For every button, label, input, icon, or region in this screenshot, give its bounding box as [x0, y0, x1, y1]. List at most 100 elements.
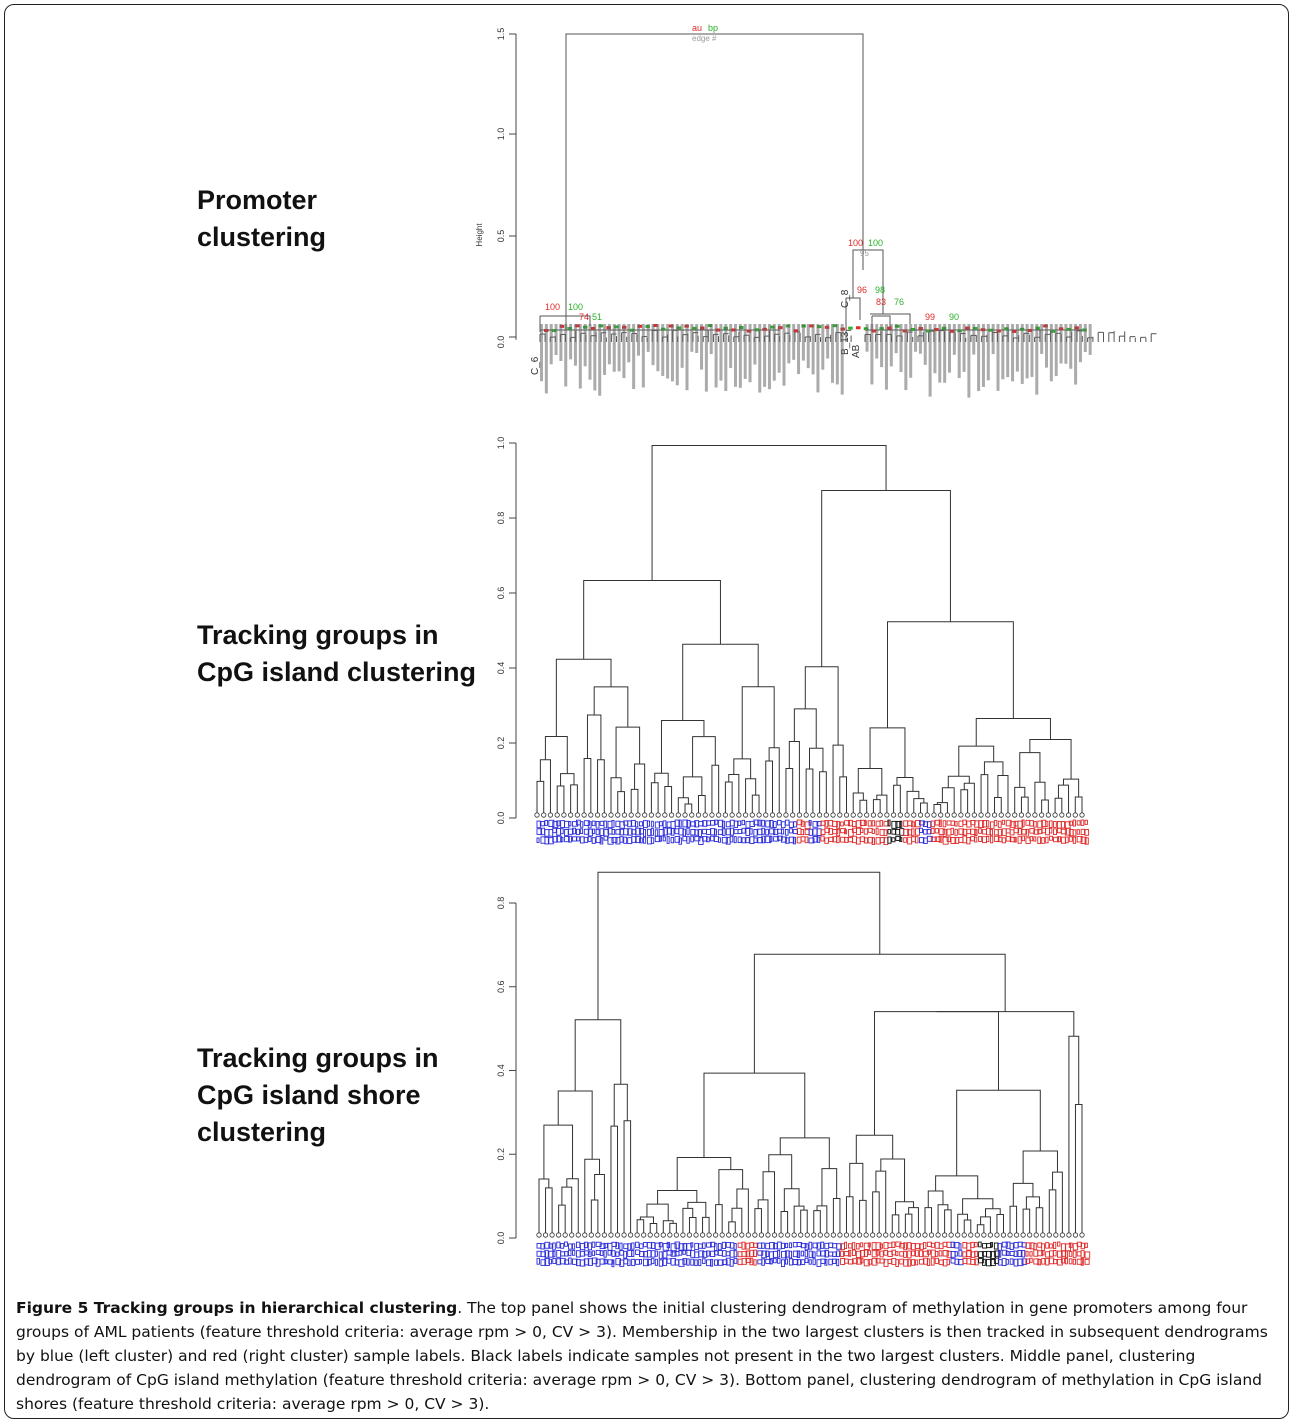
leaf-node	[981, 1232, 987, 1238]
promoter-dendrogram: 0.0 0.5 1.0 1.5 Height au bp edge # 100 …	[475, 23, 1157, 348]
dendrogram-link	[565, 33, 864, 330]
sample-label-mark	[930, 1242, 936, 1248]
sample-label-mark	[808, 837, 815, 844]
sample-label-mark	[1057, 821, 1062, 829]
leaf-name-mark	[641, 324, 645, 388]
leaf-node	[736, 812, 742, 818]
leaf-name-mark	[889, 324, 893, 367]
leaf-node	[595, 1232, 601, 1238]
sample-label-mark	[615, 829, 621, 835]
leaf-name-mark	[943, 324, 947, 383]
sample-label-mark	[721, 1241, 726, 1250]
leaf-node	[588, 1232, 594, 1238]
caption-title: Figure 5 Tracking groups in hierarchical…	[16, 1299, 458, 1317]
sample-label-mark	[1021, 829, 1028, 835]
leaf-node	[883, 1232, 889, 1238]
leaf-node	[1000, 1232, 1007, 1238]
leaf-node	[706, 1232, 712, 1238]
sample-label-mark	[915, 836, 919, 844]
sample-label-mark	[745, 1242, 751, 1250]
sample-label-mark	[836, 821, 841, 829]
sample-label-mark	[1001, 837, 1007, 844]
leaf-name-mark	[870, 324, 874, 385]
sample-label-mark	[844, 836, 849, 843]
sample-label-mark	[800, 836, 806, 842]
leaf-node	[621, 1232, 627, 1238]
sample-label-mark	[1084, 1242, 1088, 1248]
leaf-node	[830, 812, 836, 818]
leaf-node	[1079, 1232, 1085, 1238]
sample-label-mark	[631, 829, 637, 835]
panel-label-line: Promoter	[197, 185, 318, 215]
sample-label-mark	[717, 1250, 723, 1256]
sample-label-mark	[844, 1241, 848, 1249]
sample-label-mark	[836, 1243, 842, 1250]
dendrogram-link	[870, 313, 911, 324]
leaf-node	[641, 1232, 647, 1238]
sample-label-mark	[792, 1242, 798, 1248]
y-tick-label: 0.0	[496, 1232, 506, 1245]
sample-label-mark	[1045, 836, 1049, 844]
sample-label-mark	[560, 828, 564, 835]
sample-label-mark	[993, 829, 999, 836]
sample-label-mark	[717, 837, 722, 843]
leaf-node	[1059, 812, 1065, 818]
dendrogram-link	[785, 767, 794, 813]
sample-label-mark	[611, 1259, 615, 1268]
leaf-node	[791, 1232, 797, 1238]
dendrogram-link	[813, 1210, 821, 1233]
dendrogram-link	[660, 719, 705, 774]
sample-label-mark	[942, 836, 949, 845]
sample-label-mark	[761, 827, 765, 835]
dendrogram-link	[816, 1205, 828, 1233]
leaf-node	[542, 1232, 549, 1238]
leaf-node	[1007, 1232, 1013, 1238]
dendrogram-link	[976, 1224, 985, 1233]
leaf-node	[1045, 812, 1051, 818]
sample-label-mark	[761, 819, 765, 827]
leaf-node	[686, 1232, 693, 1238]
dendrogram-link	[1054, 797, 1063, 813]
sample-label-mark	[871, 837, 875, 845]
sample-label-mark	[560, 820, 565, 828]
sample-label-mark	[1053, 828, 1058, 836]
sample-label-mark	[919, 827, 923, 834]
sample-label-mark	[915, 1243, 921, 1249]
sample-label-mark	[966, 1250, 972, 1258]
sample-label-mark	[970, 835, 975, 842]
sample-label-mark	[997, 828, 1002, 837]
sample-label-mark	[915, 1259, 919, 1266]
sample-label-mark	[658, 1251, 663, 1260]
sample-label-mark	[930, 820, 936, 828]
sample-label-mark	[879, 820, 883, 827]
sample-label-mark	[694, 829, 699, 836]
sample-label-mark	[828, 836, 834, 843]
sample-label-mark	[974, 836, 978, 843]
sample-label-mark	[725, 821, 731, 828]
sample-label-mark	[1037, 1242, 1043, 1248]
dendrogram-link	[963, 1219, 972, 1233]
sample-label-mark	[1041, 1243, 1045, 1252]
sample-label-mark	[721, 1259, 728, 1265]
sample-label-mark	[781, 828, 785, 835]
sample-label-mark	[891, 1241, 896, 1249]
sample-label-mark	[1068, 1242, 1073, 1248]
leaf-node	[1005, 812, 1011, 818]
sample-label-mark	[761, 1242, 765, 1249]
sample-label-mark	[575, 836, 581, 842]
sample-label-mark	[733, 836, 737, 844]
leaf-node	[811, 1232, 817, 1238]
sample-label-mark	[548, 1243, 553, 1249]
leaf-name-mark	[714, 324, 718, 388]
dendrogram-link	[1009, 1205, 1018, 1233]
leaf-node	[955, 1232, 961, 1238]
sample-label-mark	[1005, 1259, 1009, 1265]
dendrogram-link	[651, 445, 887, 581]
sample-label-mark	[737, 1242, 743, 1248]
sample-label-mark	[781, 836, 787, 843]
leaf-node	[722, 812, 728, 818]
sample-label-mark	[1045, 1258, 1050, 1266]
leaf-node	[778, 1232, 784, 1238]
sample-label-mark	[895, 835, 901, 841]
sample-label-mark	[1072, 1250, 1077, 1259]
